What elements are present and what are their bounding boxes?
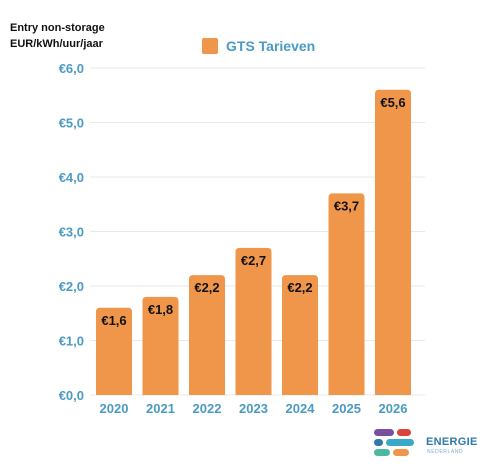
y-tick-label: €3,0 [59,225,84,240]
y-tick-label: €5,0 [59,116,84,131]
y-tick-label: €6,0 [59,61,84,76]
data-label: €5,6 [380,95,405,110]
bar [96,307,132,395]
data-label: €2,2 [287,280,312,295]
bar [189,275,225,395]
x-tick-label: 2024 [286,401,316,416]
data-label: €3,7 [334,198,359,213]
x-tick-label: 2026 [379,401,408,416]
logo-subword: NEDERLAND [427,449,464,455]
y-tick-label: €0,0 [59,388,84,403]
y-tick-label: €4,0 [59,170,84,185]
y-tick-label: €1,0 [59,334,84,349]
x-tick-label: 2023 [239,401,268,416]
bar [375,89,411,396]
unit-label-line-1: Entry non-storage [10,22,105,34]
y-axis-unit-label: Entry non-storage EUR/kWh/uur/jaar [10,20,105,52]
bar [235,247,272,395]
x-tick-label: 2022 [193,401,222,416]
data-label: €2,2 [194,280,219,295]
chart-legend: GTS Tarieven [202,38,315,54]
x-tick-label: 2020 [100,401,129,416]
x-tick-label: 2021 [146,401,175,416]
bar [142,296,179,395]
data-label: €1,8 [148,302,173,317]
energie-nederland-logo: ENERGIE NEDERLAND [372,425,482,461]
unit-label-line-2: EUR/kWh/uur/jaar [10,38,103,50]
bar [282,275,318,395]
bar [328,193,365,395]
logo-mark-icon [374,429,414,456]
data-label: €1,6 [101,313,126,328]
legend-swatch [202,38,218,54]
legend-label: GTS Tarieven [226,38,316,54]
x-tick-label: 2025 [332,401,361,416]
data-label: €2,7 [241,253,266,268]
logo-word: ENERGIE [426,436,478,448]
y-tick-label: €2,0 [59,279,84,294]
